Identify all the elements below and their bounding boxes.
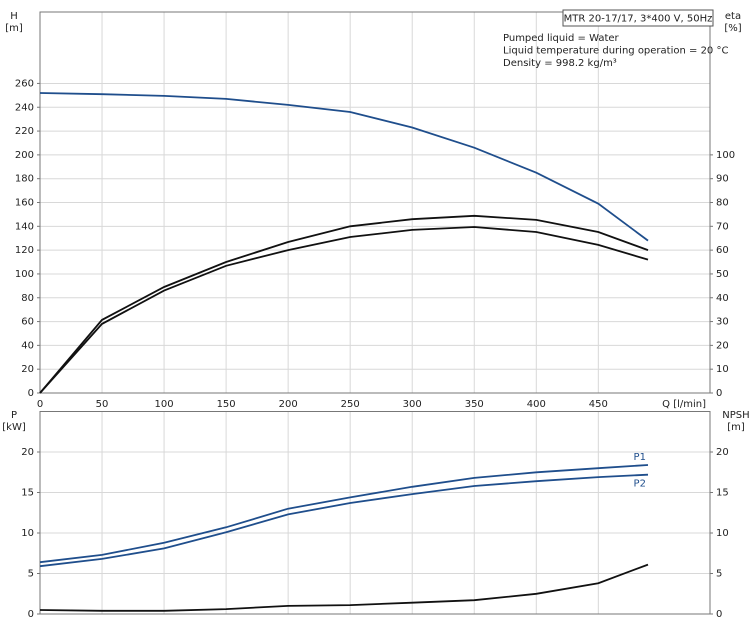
x-tick-label: 100 [155, 399, 174, 410]
y2-tick-label: 40 [716, 293, 729, 304]
y2-tick-label: 50 [716, 269, 729, 280]
y-tick-label: 0 [28, 388, 34, 399]
curve [39, 563, 649, 612]
y2-tick-label: 30 [716, 317, 729, 328]
y-axis-label: P [11, 410, 17, 421]
x-tick-label: 50 [96, 399, 109, 410]
info-box [562, 9, 714, 27]
y-tick-label: 200 [15, 150, 34, 161]
plot-frame [39, 411, 711, 615]
y-tick-label: 100 [15, 269, 34, 280]
y2-tick-label: 90 [716, 174, 729, 185]
y-tick-label: 0 [28, 609, 34, 620]
y-tick-label: 220 [15, 126, 34, 137]
y2-tick-label: 100 [716, 150, 735, 161]
y2-tick-label: 80 [716, 198, 729, 209]
x-tick-label: 250 [341, 399, 360, 410]
series-label: P1 [634, 452, 646, 463]
y-tick-label: 80 [21, 293, 34, 304]
y-axis-label: H [10, 11, 18, 22]
y-tick-label: 260 [15, 78, 34, 89]
y-tick-label: 20 [21, 364, 34, 375]
y2-axis-label: NPSH [722, 410, 749, 421]
y-tick-label: 140 [15, 221, 34, 232]
x-tick-label: 450 [589, 399, 608, 410]
y2-tick-label: 60 [716, 245, 729, 256]
y2-tick-label: 15 [716, 488, 729, 499]
x-tick-label: 400 [527, 399, 546, 410]
curve [39, 464, 649, 564]
x-tick-label: 300 [403, 399, 422, 410]
y-tick-label: 160 [15, 198, 34, 209]
x-tick-label: 350 [465, 399, 484, 410]
info-box-title: MTR 20-17/17, 3*400 V, 50Hz [564, 14, 713, 25]
y2-axis-unit: [%] [724, 23, 741, 34]
y-tick-label: 40 [21, 340, 34, 351]
curve [39, 226, 649, 394]
y-tick-label: 10 [21, 528, 34, 539]
y2-axis-label: eta [725, 11, 741, 22]
curve [39, 214, 649, 394]
x-tick-label: 150 [217, 399, 236, 410]
y2-tick-label: 0 [716, 609, 722, 620]
y2-tick-label: 5 [716, 569, 722, 580]
note: Pumped liquid = Water [503, 33, 620, 44]
y2-tick-label: 10 [716, 364, 729, 375]
note: Density = 998.2 kg/m³ [503, 58, 617, 69]
curve [39, 92, 649, 242]
y-tick-label: 5 [28, 569, 34, 580]
y-tick-label: 20 [21, 447, 34, 458]
y-tick-label: 60 [21, 317, 34, 328]
series-label: P2 [634, 479, 646, 490]
y-tick-label: 15 [21, 488, 34, 499]
y2-tick-label: 0 [716, 388, 722, 399]
y-tick-label: 240 [15, 102, 34, 113]
y2-tick-label: 10 [716, 528, 729, 539]
y-tick-label: 180 [15, 174, 34, 185]
y2-tick-label: 20 [716, 447, 729, 458]
y2-tick-label: 70 [716, 221, 729, 232]
curve [39, 473, 649, 568]
y2-tick-label: 20 [716, 340, 729, 351]
x-tick-label: 0 [37, 399, 43, 410]
y-axis-unit: [kW] [2, 422, 26, 433]
x-tick-label: 200 [279, 399, 298, 410]
y-tick-label: 120 [15, 245, 34, 256]
y2-axis-unit: [m] [727, 422, 745, 433]
y-axis-unit: [m] [5, 23, 23, 34]
x-axis-label: Q [l/min] [662, 399, 706, 410]
note: Liquid temperature during operation = 20… [503, 46, 728, 57]
